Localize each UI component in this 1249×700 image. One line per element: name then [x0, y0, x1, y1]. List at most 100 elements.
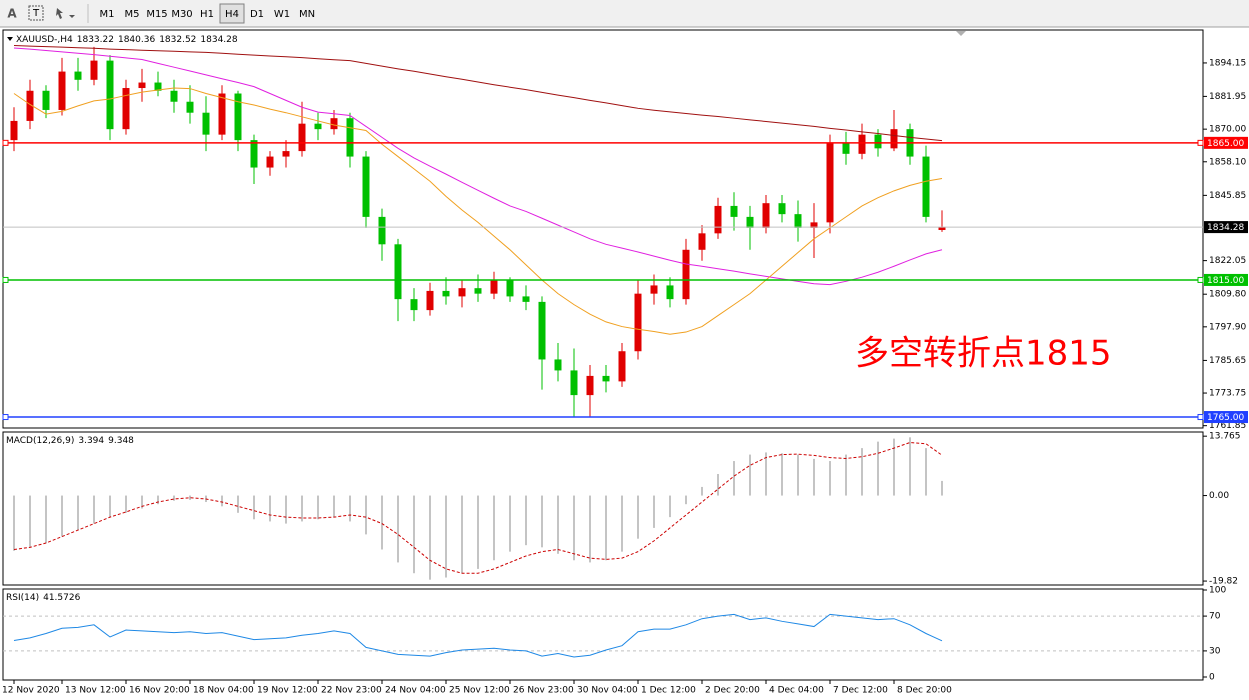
- y-tick-label: 1797.90: [1209, 322, 1246, 332]
- indicator-value: 1833.22: [77, 35, 114, 45]
- candle-body: [218, 93, 226, 135]
- panel-header: RSI(14) 41.5726: [6, 593, 81, 603]
- indicator-value: 9.348: [108, 436, 134, 446]
- candle-body: [842, 142, 850, 154]
- timeframe-button[interactable]: H1: [200, 9, 214, 20]
- indicator-value: 1840.36: [118, 35, 155, 45]
- indicator-name: MACD(12,26,9): [6, 436, 74, 446]
- text-tool-icon[interactable]: [28, 5, 44, 21]
- tool-button[interactable]: A: [7, 7, 17, 21]
- price-level-handle: [2, 414, 9, 421]
- candle-body: [42, 90, 50, 110]
- price-level-handle: [1197, 414, 1204, 421]
- candle-body: [890, 129, 898, 149]
- candle-body: [106, 60, 114, 130]
- candle-body: [826, 142, 834, 223]
- timeframe-button[interactable]: M30: [171, 9, 192, 20]
- timeframe-button[interactable]: H4: [225, 9, 239, 20]
- candle-body: [138, 82, 146, 89]
- candle-body: [426, 290, 434, 311]
- candle-body: [442, 290, 450, 297]
- candle-body: [282, 151, 290, 157]
- candle-body: [458, 288, 466, 297]
- price-level-handle: [2, 276, 9, 283]
- y-tick-label: 13.765: [1209, 432, 1241, 442]
- candle-body: [10, 120, 18, 141]
- price-level-label: 1765.00: [1207, 413, 1244, 423]
- y-tick-label: -19.82: [1209, 577, 1238, 587]
- candle-body: [698, 233, 706, 250]
- timeframe-button[interactable]: W1: [274, 9, 290, 20]
- y-tick-label: 1881.95: [1209, 92, 1246, 102]
- annotation: 多空转折点1815: [855, 334, 1112, 374]
- candle-body: [362, 156, 370, 217]
- x-tick-label: 8 Dec 20:00: [897, 686, 952, 696]
- x-tick-label: 30 Nov 04:00: [577, 686, 638, 696]
- candle-body: [794, 214, 802, 228]
- price-level-handle: [1197, 276, 1204, 283]
- x-tick-label: 25 Nov 12:00: [449, 686, 510, 696]
- candle-body: [618, 351, 626, 382]
- candle-body: [714, 205, 722, 234]
- indicator-value: 1832.52: [159, 35, 196, 45]
- candle-body: [170, 90, 178, 102]
- macd-panel: [2, 431, 1204, 586]
- candle-body: [602, 375, 610, 382]
- toolbar-bg: [0, 0, 1249, 27]
- indicator-value: 1834.28: [200, 35, 237, 45]
- x-tick-label: 18 Nov 04:00: [193, 686, 254, 696]
- timeframe-button[interactable]: D1: [250, 9, 264, 20]
- price-level-handle: [1197, 139, 1204, 146]
- y-tick-label: 0: [1209, 673, 1215, 683]
- timeframe-active: [219, 3, 245, 24]
- text-tool-glyph: T: [32, 8, 40, 19]
- candle-body: [730, 205, 738, 217]
- candle-body: [938, 227, 946, 230]
- y-tick-label: 1773.75: [1209, 389, 1246, 399]
- y-tick-label: 100: [1209, 586, 1226, 596]
- candle-body: [378, 216, 386, 245]
- chart-shift-marker: [956, 31, 966, 36]
- arrow-tool-icon[interactable]: [56, 8, 63, 19]
- candle-body: [762, 203, 770, 228]
- candle-body: [250, 140, 258, 168]
- candle-body: [922, 156, 930, 217]
- timeframe-button[interactable]: M15: [146, 9, 167, 20]
- panel-header: MACD(12,26,9) 3.394 9.348: [6, 436, 134, 446]
- arrow-dropdown[interactable]: [69, 15, 75, 18]
- y-tick-label: 0.00: [1209, 491, 1229, 501]
- price-level-label: 1815.00: [1207, 276, 1244, 286]
- timeframe-button[interactable]: M1: [100, 9, 115, 20]
- timeframe-button[interactable]: MN: [299, 9, 315, 20]
- candle-body: [298, 123, 306, 152]
- x-tick-label: 1 Dec 12:00: [641, 686, 696, 696]
- candle-body: [266, 156, 274, 168]
- x-tick-label: 26 Nov 23:00: [513, 686, 574, 696]
- current-price-label: 1834.28: [1207, 223, 1244, 233]
- candle-body: [746, 216, 754, 228]
- panel-header: XAUUSD-,H4 1833.22 1840.36 1832.52 1834.28: [16, 35, 238, 45]
- y-tick-label: 1809.80: [1209, 290, 1246, 300]
- candle-body: [634, 293, 642, 352]
- timeframe-button[interactable]: M5: [125, 9, 140, 20]
- candle-body: [570, 370, 578, 396]
- candle-body: [394, 244, 402, 300]
- y-tick-label: 1761.85: [1209, 421, 1246, 431]
- price-level-box: [1204, 411, 1248, 424]
- candle-body: [682, 249, 690, 300]
- macd-signal: [13, 441, 943, 574]
- x-tick-label: 7 Dec 12:00: [833, 686, 888, 696]
- candle-body: [234, 93, 242, 141]
- y-tick-label: 1822.05: [1209, 256, 1246, 266]
- candle-body: [122, 88, 130, 130]
- candle-body: [474, 288, 482, 294]
- candle-body: [186, 101, 194, 113]
- candle-body: [858, 134, 866, 154]
- price-level-label: 1865.00: [1207, 139, 1244, 149]
- candle-body: [74, 71, 82, 80]
- indicator-value: 41.5726: [43, 593, 80, 603]
- x-tick-label: 24 Nov 04:00: [385, 686, 446, 696]
- candle-body: [346, 118, 354, 157]
